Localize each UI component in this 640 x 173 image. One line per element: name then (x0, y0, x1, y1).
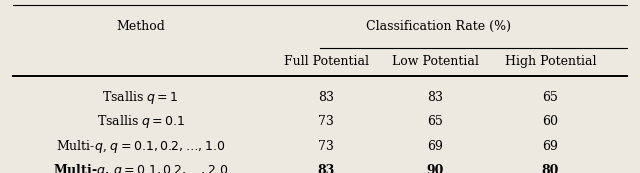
Text: 73: 73 (319, 115, 334, 129)
Text: 73: 73 (319, 140, 334, 153)
Text: Multi-$q$, $q = 0.1, 0.2, \ldots, 1.0$: Multi-$q$, $q = 0.1, 0.2, \ldots, 1.0$ (56, 138, 225, 155)
Text: 69: 69 (543, 140, 558, 153)
Text: 80: 80 (541, 164, 559, 173)
Text: 69: 69 (428, 140, 443, 153)
Text: Low Potential: Low Potential (392, 55, 479, 68)
Text: Full Potential: Full Potential (284, 55, 369, 68)
Text: Method: Method (116, 20, 165, 33)
Text: 83: 83 (428, 91, 444, 104)
Text: 60: 60 (543, 115, 558, 129)
Text: 83: 83 (318, 164, 335, 173)
Text: 65: 65 (543, 91, 558, 104)
Text: Multi-$q$, $q = 0.1, 0.2, \ldots, 2.0$: Multi-$q$, $q = 0.1, 0.2, \ldots, 2.0$ (53, 162, 228, 173)
Text: 65: 65 (428, 115, 443, 129)
Text: Classification Rate (%): Classification Rate (%) (366, 20, 511, 33)
Text: High Potential: High Potential (505, 55, 596, 68)
Text: Tsallis $q = 1$: Tsallis $q = 1$ (102, 89, 179, 106)
Text: Tsallis $q = 0.1$: Tsallis $q = 0.1$ (97, 113, 185, 130)
Text: 90: 90 (426, 164, 444, 173)
Text: 83: 83 (319, 91, 334, 104)
